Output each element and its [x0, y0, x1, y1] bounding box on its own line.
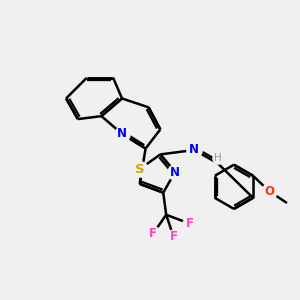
Text: F: F: [149, 227, 157, 240]
Text: S: S: [135, 163, 145, 176]
Text: O: O: [264, 185, 274, 198]
Text: H: H: [214, 153, 222, 163]
Text: F: F: [169, 230, 178, 243]
Text: N: N: [117, 127, 127, 140]
Text: N: N: [189, 143, 199, 157]
Text: F: F: [186, 217, 194, 230]
Text: N: N: [170, 166, 180, 178]
